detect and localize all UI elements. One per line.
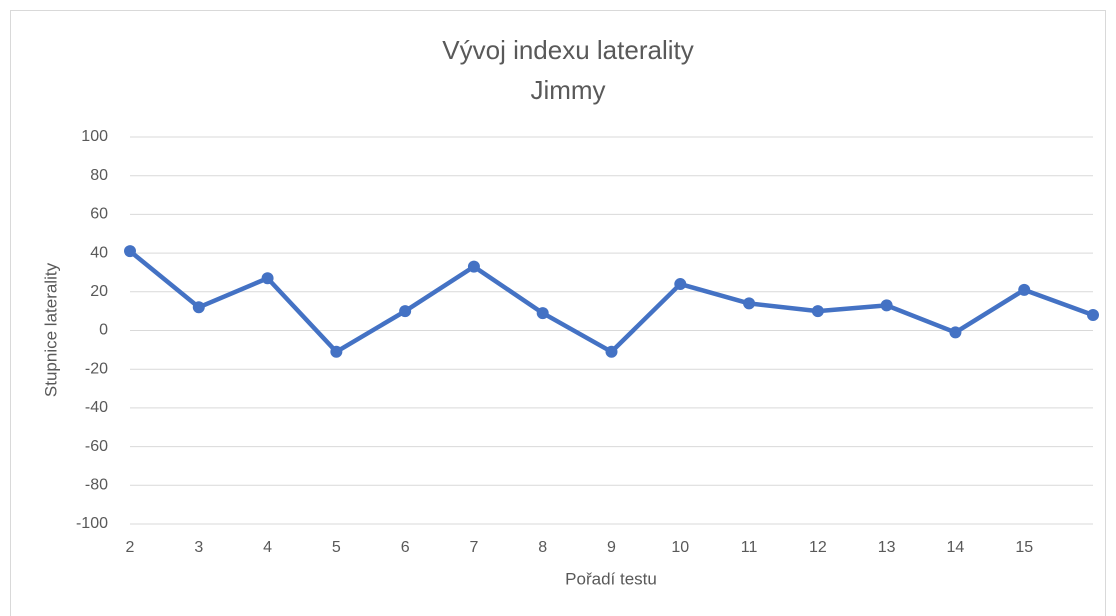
- data-point: [880, 299, 893, 312]
- x-tick-label: 5: [332, 539, 341, 556]
- x-axis-label: Pořadí testu: [565, 569, 657, 588]
- x-tick-label: 8: [538, 539, 547, 556]
- data-point: [536, 307, 549, 320]
- x-tick-label: 12: [809, 539, 827, 556]
- data-point: [1018, 283, 1031, 296]
- x-tick-label: 2: [126, 539, 135, 556]
- y-tick-label: 0: [99, 322, 108, 339]
- y-tick-label: -100: [76, 515, 108, 532]
- x-tick-label: 10: [671, 539, 689, 556]
- data-point: [674, 278, 687, 291]
- y-tick-label: 60: [90, 206, 108, 223]
- data-point: [330, 345, 343, 358]
- data-point: [743, 297, 756, 310]
- data-point: [192, 301, 205, 314]
- chart-frame: [10, 10, 1106, 616]
- x-tick-label: 3: [194, 539, 203, 556]
- x-tick-label: 11: [741, 539, 758, 556]
- data-point: [811, 305, 824, 318]
- data-point: [399, 305, 412, 318]
- y-tick-label: 80: [90, 167, 108, 184]
- data-point: [1087, 309, 1099, 322]
- y-tick-label: 40: [90, 244, 108, 261]
- chart-title: Vývoj indexu laterality: [442, 35, 693, 65]
- x-tick-label: 13: [878, 539, 896, 556]
- data-point: [467, 260, 480, 273]
- x-tick-label: 9: [607, 539, 616, 556]
- chart-subtitle: Jimmy: [530, 75, 605, 105]
- x-tick-label: 14: [947, 539, 965, 556]
- y-tick-label: 20: [90, 283, 108, 300]
- data-point: [124, 245, 136, 258]
- y-tick-label: -80: [85, 477, 108, 494]
- x-tick-label: 4: [263, 539, 272, 556]
- y-axis-label: Stupnice laterality: [41, 262, 60, 397]
- y-tick-label: -40: [85, 399, 108, 416]
- y-tick-label: -20: [85, 360, 108, 377]
- x-tick-label: 7: [469, 539, 478, 556]
- y-tick-label: 100: [81, 128, 108, 145]
- data-point: [949, 326, 962, 339]
- x-tick-label: 6: [401, 539, 410, 556]
- x-tick-label: 15: [1015, 539, 1033, 556]
- y-tick-label: -60: [85, 438, 108, 455]
- data-point: [261, 272, 274, 285]
- data-point: [605, 345, 618, 358]
